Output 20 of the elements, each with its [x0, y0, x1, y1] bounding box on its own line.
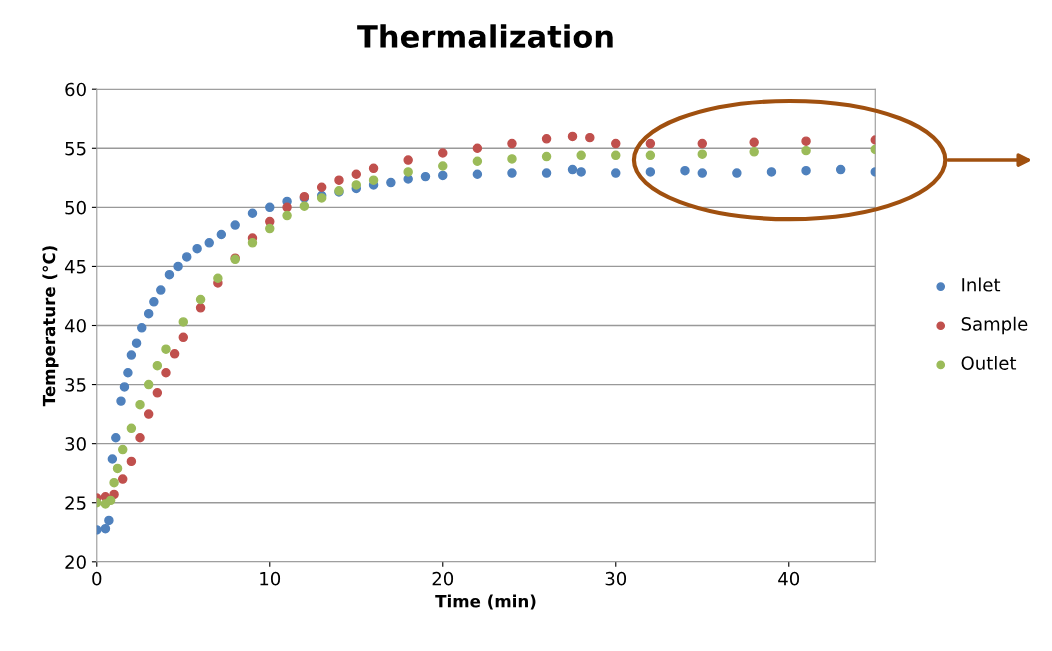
- x-tick-label: 10: [260, 571, 281, 586]
- y-axis-title: Temperature (°C): [42, 246, 59, 407]
- x-axis-title: Time (min): [435, 594, 536, 610]
- y-tick-label: 50: [65, 200, 86, 215]
- legend-label: Sample: [961, 316, 1028, 335]
- legend-label: Inlet: [962, 277, 1001, 292]
- y-tick-label: 55: [65, 141, 86, 156]
- y-tick-label: 35: [65, 378, 86, 392]
- x-tick-label: 30: [605, 571, 627, 586]
- chart-title: Thermalization: [357, 24, 613, 48]
- x-tick-label: 0: [92, 571, 102, 586]
- y-tick-label: 60: [65, 82, 86, 97]
- y-tick-label: 45: [64, 260, 86, 274]
- y-tick-label: 20: [65, 555, 86, 569]
- legend-label: Outlet: [961, 355, 1017, 370]
- x-tick-label: 40: [778, 571, 800, 586]
- x-tick-label: 20: [432, 571, 454, 586]
- y-tick-label: 40: [64, 318, 86, 333]
- y-tick-label: 30: [65, 437, 86, 451]
- y-tick-label: 25: [65, 496, 86, 510]
